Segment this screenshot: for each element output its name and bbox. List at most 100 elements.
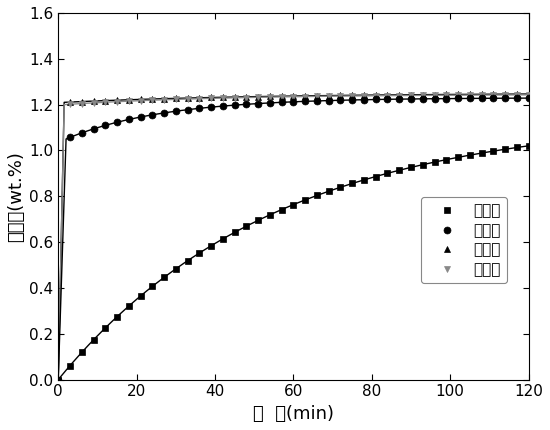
第四次 bbox=[372, 93, 379, 98]
第二次 bbox=[255, 101, 261, 106]
第一次 bbox=[384, 171, 391, 176]
第二次 bbox=[490, 96, 497, 101]
第一次 bbox=[79, 350, 85, 355]
第四次 bbox=[79, 101, 85, 106]
第一次 bbox=[431, 160, 438, 165]
第二次 bbox=[243, 102, 250, 107]
第一次 bbox=[232, 230, 238, 235]
第三次 bbox=[420, 92, 426, 97]
第四次 bbox=[361, 93, 367, 98]
第二次 bbox=[525, 95, 532, 101]
第四次 bbox=[267, 95, 273, 100]
第三次 bbox=[502, 92, 508, 97]
第二次 bbox=[349, 97, 355, 102]
第二次 bbox=[114, 120, 120, 125]
第四次 bbox=[443, 92, 449, 98]
第二次 bbox=[79, 130, 85, 135]
第三次 bbox=[337, 93, 344, 98]
第一次 bbox=[466, 153, 473, 158]
第四次 bbox=[125, 98, 132, 104]
第四次 bbox=[514, 92, 520, 98]
第四次 bbox=[525, 92, 532, 98]
第四次 bbox=[255, 95, 261, 100]
第一次 bbox=[514, 145, 520, 150]
第一次 bbox=[138, 293, 144, 298]
第三次 bbox=[184, 95, 191, 101]
第二次 bbox=[125, 117, 132, 122]
第二次 bbox=[67, 135, 73, 140]
第四次 bbox=[431, 93, 438, 98]
第四次 bbox=[208, 96, 214, 101]
第三次 bbox=[102, 98, 108, 103]
第三次 bbox=[361, 92, 367, 98]
第三次 bbox=[302, 93, 309, 98]
第四次 bbox=[138, 98, 144, 103]
第二次 bbox=[138, 114, 144, 120]
第三次 bbox=[138, 97, 144, 102]
第一次 bbox=[314, 193, 320, 198]
第三次 bbox=[173, 96, 179, 101]
第四次 bbox=[161, 97, 167, 102]
Legend: 第一次, 第二次, 第三次, 第四次: 第一次, 第二次, 第三次, 第四次 bbox=[421, 197, 507, 283]
第三次 bbox=[384, 92, 391, 98]
第三次 bbox=[232, 95, 238, 100]
第三次 bbox=[490, 92, 497, 97]
第四次 bbox=[196, 96, 202, 101]
第二次 bbox=[278, 100, 285, 105]
第一次 bbox=[90, 337, 97, 342]
第一次 bbox=[478, 150, 485, 156]
第一次 bbox=[149, 284, 156, 289]
第四次 bbox=[55, 377, 62, 382]
第一次 bbox=[208, 243, 214, 249]
第三次 bbox=[125, 97, 132, 102]
第二次 bbox=[455, 96, 461, 101]
第四次 bbox=[219, 95, 226, 101]
第四次 bbox=[302, 94, 309, 99]
第二次 bbox=[361, 97, 367, 102]
第三次 bbox=[114, 98, 120, 103]
第二次 bbox=[184, 107, 191, 112]
第二次 bbox=[396, 97, 403, 102]
第一次 bbox=[326, 189, 332, 194]
第三次 bbox=[79, 99, 85, 104]
第一次 bbox=[525, 143, 532, 148]
第三次 bbox=[326, 93, 332, 98]
第三次 bbox=[431, 92, 438, 97]
第三次 bbox=[443, 92, 449, 97]
第三次 bbox=[196, 95, 202, 100]
第四次 bbox=[326, 94, 332, 99]
第四次 bbox=[408, 93, 414, 98]
第二次 bbox=[55, 377, 62, 382]
第二次 bbox=[173, 109, 179, 114]
第二次 bbox=[290, 99, 296, 104]
第四次 bbox=[278, 94, 285, 99]
第四次 bbox=[349, 93, 355, 98]
第二次 bbox=[232, 102, 238, 108]
第四次 bbox=[243, 95, 250, 100]
X-axis label: 时  间(min): 时 间(min) bbox=[253, 405, 334, 423]
第一次 bbox=[502, 147, 508, 152]
第三次 bbox=[455, 92, 461, 97]
第二次 bbox=[478, 96, 485, 101]
第四次 bbox=[114, 99, 120, 104]
第三次 bbox=[278, 94, 285, 99]
第三次 bbox=[478, 92, 485, 97]
第四次 bbox=[67, 101, 73, 107]
第二次 bbox=[196, 106, 202, 111]
第四次 bbox=[384, 93, 391, 98]
第三次 bbox=[55, 377, 62, 382]
第二次 bbox=[372, 97, 379, 102]
第一次 bbox=[114, 314, 120, 319]
第一次 bbox=[67, 363, 73, 368]
第三次 bbox=[90, 98, 97, 104]
第一次 bbox=[278, 207, 285, 212]
第二次 bbox=[161, 111, 167, 116]
第二次 bbox=[302, 99, 309, 104]
第四次 bbox=[396, 93, 403, 98]
第四次 bbox=[290, 94, 296, 99]
第一次 bbox=[302, 197, 309, 203]
第三次 bbox=[466, 92, 473, 97]
第四次 bbox=[478, 92, 485, 98]
第一次 bbox=[455, 155, 461, 160]
第三次 bbox=[408, 92, 414, 97]
